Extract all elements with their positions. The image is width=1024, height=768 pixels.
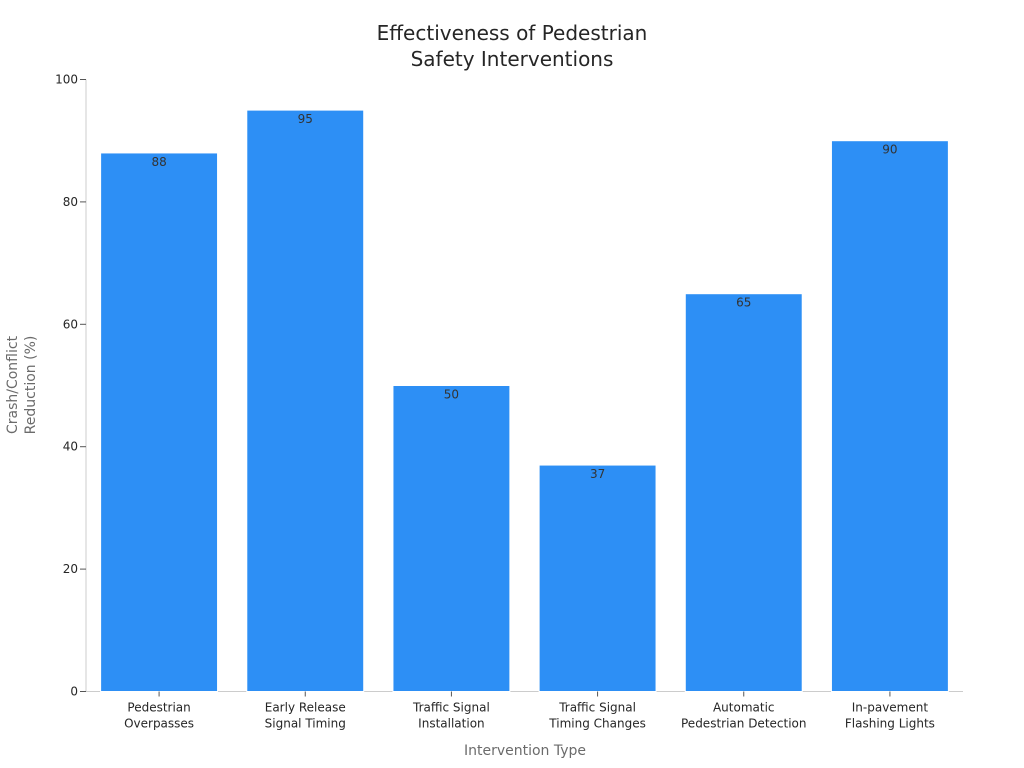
y-tick-label: 60 xyxy=(63,317,78,331)
bar xyxy=(684,293,803,692)
y-tick-label: 100 xyxy=(55,73,78,87)
plot-area: 0 20 40 60 80 100 88 Pedestrian Overpasses 95 Earl… xyxy=(55,73,963,731)
chart-title-line-1: Effectiveness of Pedestrian xyxy=(377,21,648,45)
y-tick-label: 20 xyxy=(63,562,78,576)
y-axis-label-line-1: Crash/Conflict xyxy=(5,335,21,434)
x-tick-label: Installation xyxy=(418,717,484,731)
y-tick-label: 80 xyxy=(63,195,78,209)
x-tick-label: Traffic Signal xyxy=(558,701,636,715)
bar xyxy=(392,385,511,692)
y-tick-label: 0 xyxy=(70,685,78,699)
x-tick-label: Traffic Signal xyxy=(412,701,490,715)
y-axis-label-line-2: Reduction (%) xyxy=(23,336,39,435)
bar xyxy=(538,464,657,692)
x-tick-label: In-pavement xyxy=(852,701,929,715)
x-tick-label: Pedestrian xyxy=(127,701,190,715)
x-tick-label: Timing Changes xyxy=(548,717,646,731)
bar-value-label: 65 xyxy=(736,296,751,310)
bar-value-label: 90 xyxy=(882,143,897,157)
bar xyxy=(830,140,949,692)
x-axis-label: Intervention Type xyxy=(464,743,586,759)
bar-value-label: 50 xyxy=(444,388,459,402)
bar xyxy=(246,109,365,693)
chart-title-line-2: Safety Interventions xyxy=(411,47,614,71)
bar xyxy=(100,152,219,692)
x-tick-label: Flashing Lights xyxy=(845,717,935,731)
x-tick-label: Signal Timing xyxy=(265,717,346,731)
bar-value-label: 37 xyxy=(590,467,605,481)
bar-value-label: 88 xyxy=(151,155,166,169)
x-tick-label: Early Release xyxy=(265,701,346,715)
x-tick-label: Pedestrian Detection xyxy=(681,717,806,731)
x-tick-label: Overpasses xyxy=(124,717,194,731)
y-tick-label: 40 xyxy=(63,440,78,454)
bar-value-label: 95 xyxy=(298,112,313,126)
x-tick-label: Automatic xyxy=(713,701,775,715)
